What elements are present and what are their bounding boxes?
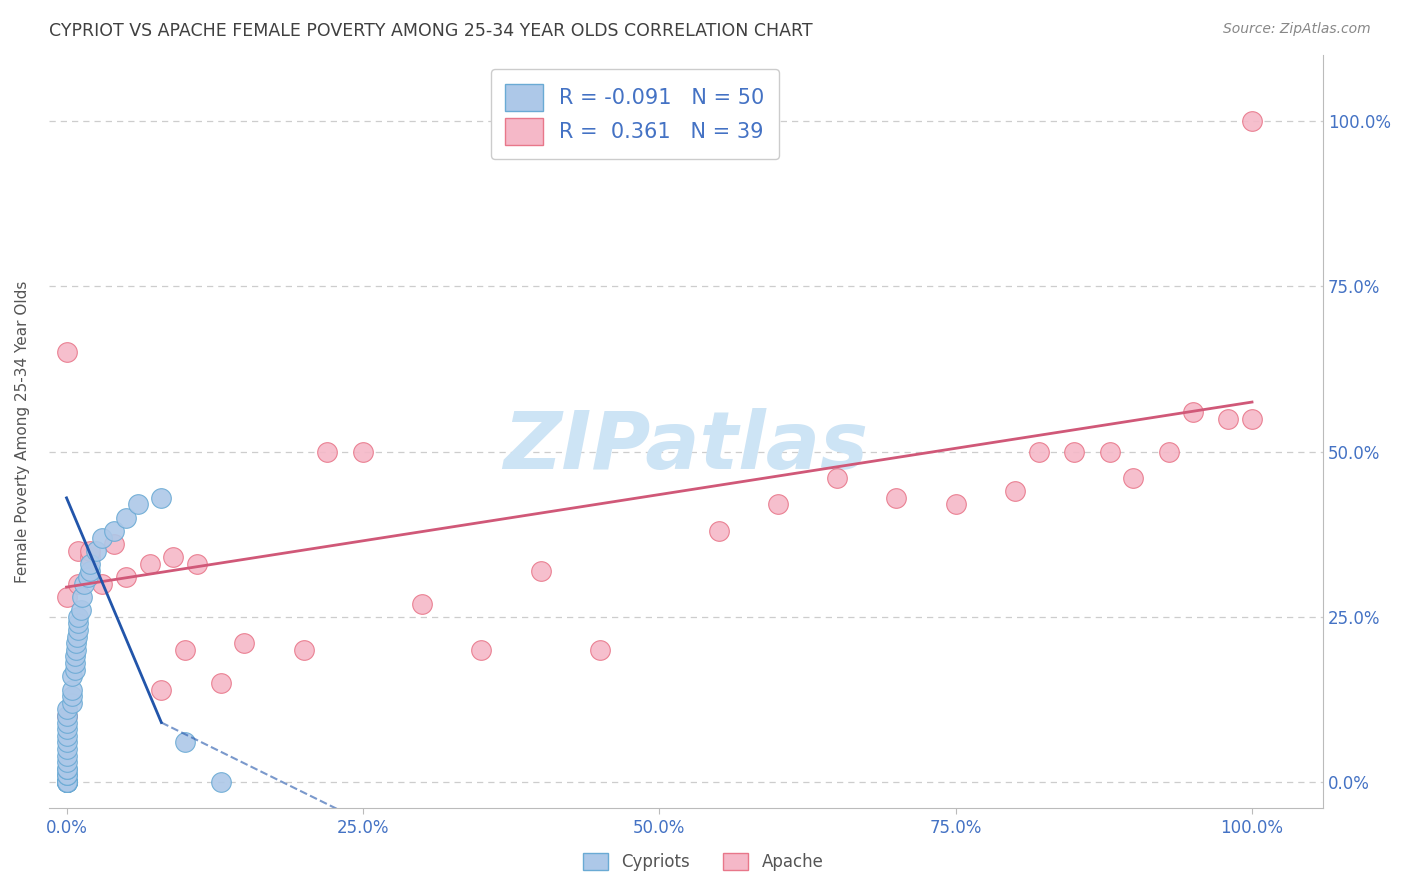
Point [62,682,84,697]
Point [186,557,208,571]
Point [62,669,84,683]
Point [73,576,96,591]
Point [55,735,77,749]
Point [79,557,101,571]
Point [91,531,114,545]
Point [150,491,173,505]
Point [67,543,90,558]
Point [1122,471,1144,485]
Point [138,557,160,571]
Point [69,603,91,617]
Point [589,643,612,657]
Point [62,689,84,703]
Text: Source: ZipAtlas.com: Source: ZipAtlas.com [1223,22,1371,37]
Point [945,498,967,512]
Point [174,735,197,749]
Point [62,696,84,710]
Point [55,729,77,743]
Point [91,576,114,591]
Point [1181,405,1204,419]
Point [55,775,77,789]
Point [103,524,125,538]
Point [886,491,908,505]
Point [55,775,77,789]
Point [55,702,77,716]
Point [67,616,90,631]
Point [67,623,90,637]
Point [1028,444,1050,458]
Legend: R = -0.091   N = 50, R =  0.361   N = 39: R = -0.091 N = 50, R = 0.361 N = 39 [491,70,779,160]
Point [55,775,77,789]
Point [55,709,77,723]
Point [1240,114,1263,128]
Point [63,663,86,677]
Point [1098,444,1121,458]
Point [114,570,136,584]
Point [55,590,77,604]
Point [55,768,77,782]
Point [55,709,77,723]
Point [55,775,77,789]
Point [174,643,197,657]
Point [70,590,93,604]
Point [55,775,77,789]
Point [411,597,433,611]
Point [1004,484,1026,499]
Point [55,715,77,730]
Point [825,471,848,485]
Y-axis label: Female Poverty Among 25-34 Year Olds: Female Poverty Among 25-34 Year Olds [15,281,30,583]
Point [55,762,77,776]
Point [67,576,90,591]
Point [292,643,315,657]
Point [530,564,553,578]
Point [66,630,89,644]
Point [316,444,339,458]
Point [65,636,87,650]
Legend: Cypriots, Apache: Cypriots, Apache [575,845,831,880]
Point [233,636,256,650]
Point [63,656,86,670]
Point [84,543,107,558]
Point [209,676,232,690]
Point [55,345,77,359]
Point [352,444,374,458]
Point [55,748,77,763]
Point [55,768,77,782]
Point [209,775,232,789]
Point [127,498,149,512]
Point [55,755,77,769]
Point [150,682,173,697]
Point [103,537,125,551]
Point [79,564,101,578]
Point [114,510,136,524]
Point [55,775,77,789]
Point [162,550,184,565]
Point [79,543,101,558]
Point [55,762,77,776]
Point [55,742,77,756]
Point [1063,444,1085,458]
Point [1218,411,1240,425]
Point [67,609,90,624]
Point [63,649,86,664]
Text: ZIPatlas: ZIPatlas [503,408,869,486]
Point [55,775,77,789]
Point [65,643,87,657]
Point [55,775,77,789]
Point [79,550,101,565]
Point [55,775,77,789]
Point [1240,411,1263,425]
Point [766,498,789,512]
Point [470,643,492,657]
Text: CYPRIOT VS APACHE FEMALE POVERTY AMONG 25-34 YEAR OLDS CORRELATION CHART: CYPRIOT VS APACHE FEMALE POVERTY AMONG 2… [49,22,813,40]
Point [76,570,98,584]
Point [55,775,77,789]
Point [1157,444,1180,458]
Point [55,722,77,736]
Point [707,524,730,538]
